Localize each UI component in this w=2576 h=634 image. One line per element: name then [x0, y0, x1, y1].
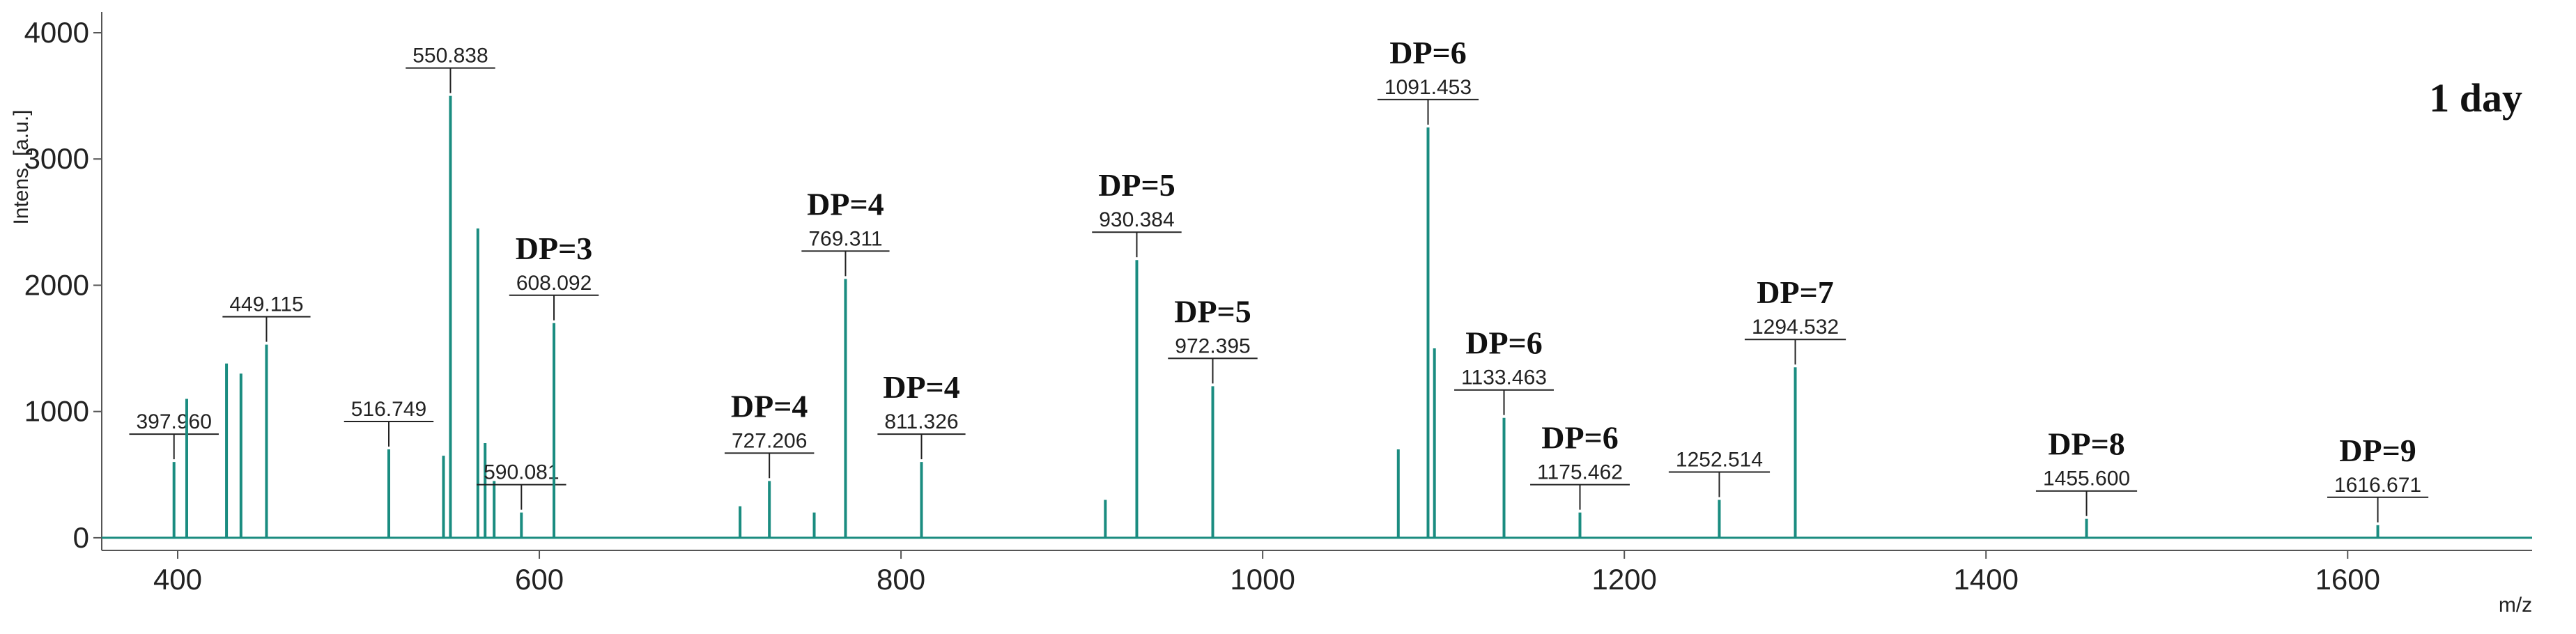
x-tick-label: 1200: [1591, 563, 1656, 596]
y-tick-label: 1000: [24, 395, 89, 428]
x-tick-label: 800: [877, 563, 925, 596]
peak-label: 1294.532: [1752, 316, 1839, 339]
dp-label: DP=3: [516, 231, 593, 266]
peak-label: 1091.453: [1385, 76, 1472, 99]
dp-label: DP=5: [1174, 293, 1251, 329]
peak-label: 1455.600: [2043, 467, 2130, 490]
x-tick-label: 600: [515, 563, 564, 596]
x-tick-label: 400: [153, 563, 202, 596]
x-axis-label: m/z: [2499, 594, 2532, 617]
dp-label: DP=4: [807, 186, 884, 222]
y-tick-label: 2000: [24, 268, 89, 301]
x-tick-label: 1600: [2315, 563, 2380, 596]
y-tick-label: 4000: [24, 16, 89, 49]
peak-label: 972.395: [1175, 334, 1250, 357]
dp-label: DP=5: [1098, 167, 1175, 203]
peak-label: 516.749: [351, 398, 426, 421]
peak-label: 769.311: [808, 227, 882, 250]
dp-label: DP=7: [1757, 275, 1834, 310]
dp-label: DP=6: [1541, 420, 1619, 456]
y-tick-label: 0: [73, 521, 89, 554]
dp-label: DP=6: [1389, 35, 1467, 70]
peak-label: 397.960: [136, 410, 211, 433]
peak-label: 930.384: [1099, 208, 1174, 231]
peak-label: 608.092: [516, 272, 592, 295]
x-tick-label: 1400: [1954, 563, 2019, 596]
dp-label: DP=6: [1465, 325, 1543, 361]
peak-label: 727.206: [732, 429, 807, 452]
y-axis-label: Intens. [a.u.]: [10, 109, 33, 224]
dp-label: DP=8: [2048, 426, 2125, 462]
peak-label: 590.081: [484, 461, 559, 484]
dp-label: DP=4: [731, 388, 808, 424]
peak-label: 1133.463: [1461, 366, 1547, 389]
x-tick-label: 1000: [1230, 563, 1295, 596]
annotation: 1 day: [2429, 75, 2522, 121]
dp-label: DP=9: [2339, 433, 2416, 468]
dp-label: DP=4: [883, 369, 960, 405]
peak-label: 1616.671: [2334, 474, 2421, 497]
y-tick-label: 3000: [24, 142, 89, 175]
peak-label: 449.115: [229, 293, 303, 316]
peak-label: 550.838: [412, 45, 488, 68]
peak-label: 811.326: [884, 410, 958, 433]
peak-label: 1252.514: [1676, 449, 1763, 472]
peak-label: 1175.462: [1537, 461, 1623, 484]
